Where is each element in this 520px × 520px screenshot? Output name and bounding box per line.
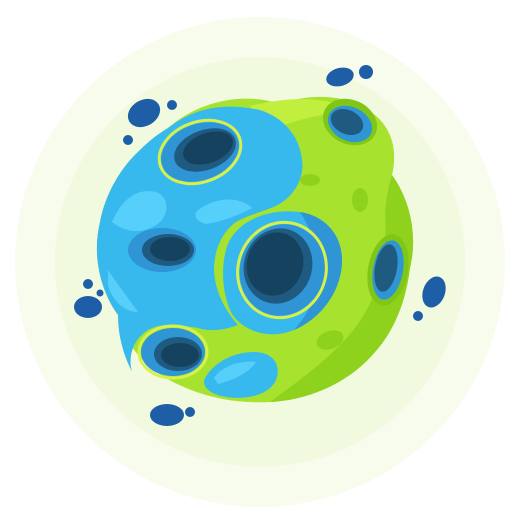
cyan-region: [96, 106, 303, 373]
crater-left-middle: [128, 228, 196, 272]
crater-bottom-left: [141, 328, 205, 376]
debris-particle: [326, 67, 354, 87]
planet-shadow: [270, 175, 414, 402]
crater-rim: [157, 118, 243, 186]
debris-particle: [359, 65, 373, 79]
debris-particle: [123, 135, 133, 145]
crater-rim: [137, 324, 209, 380]
surface-bumps: [300, 174, 368, 350]
cyan-drip-highlight: [214, 361, 256, 384]
debris-particle: [150, 404, 184, 426]
debris-particle: [185, 407, 195, 417]
cyan-highlight: [195, 199, 252, 224]
crater-center: [239, 224, 325, 316]
debris-particle: [83, 279, 93, 289]
debris-particle: [167, 100, 177, 110]
cyan-highlight: [108, 270, 138, 312]
debris-particle: [422, 276, 446, 308]
debris-group: [74, 65, 446, 426]
debris-particle: [96, 289, 104, 297]
cyan-patch-shade: [294, 212, 342, 330]
crater-top-left: [161, 122, 239, 182]
crater-right: [367, 234, 409, 306]
debris-particle: [127, 98, 161, 128]
crater-rim: [236, 220, 328, 320]
debris-particle: [74, 296, 102, 318]
cyan-highlight: [112, 191, 167, 232]
crater-top-right: [322, 98, 378, 146]
crater-rims: [137, 118, 328, 380]
debris-particle: [413, 311, 423, 321]
